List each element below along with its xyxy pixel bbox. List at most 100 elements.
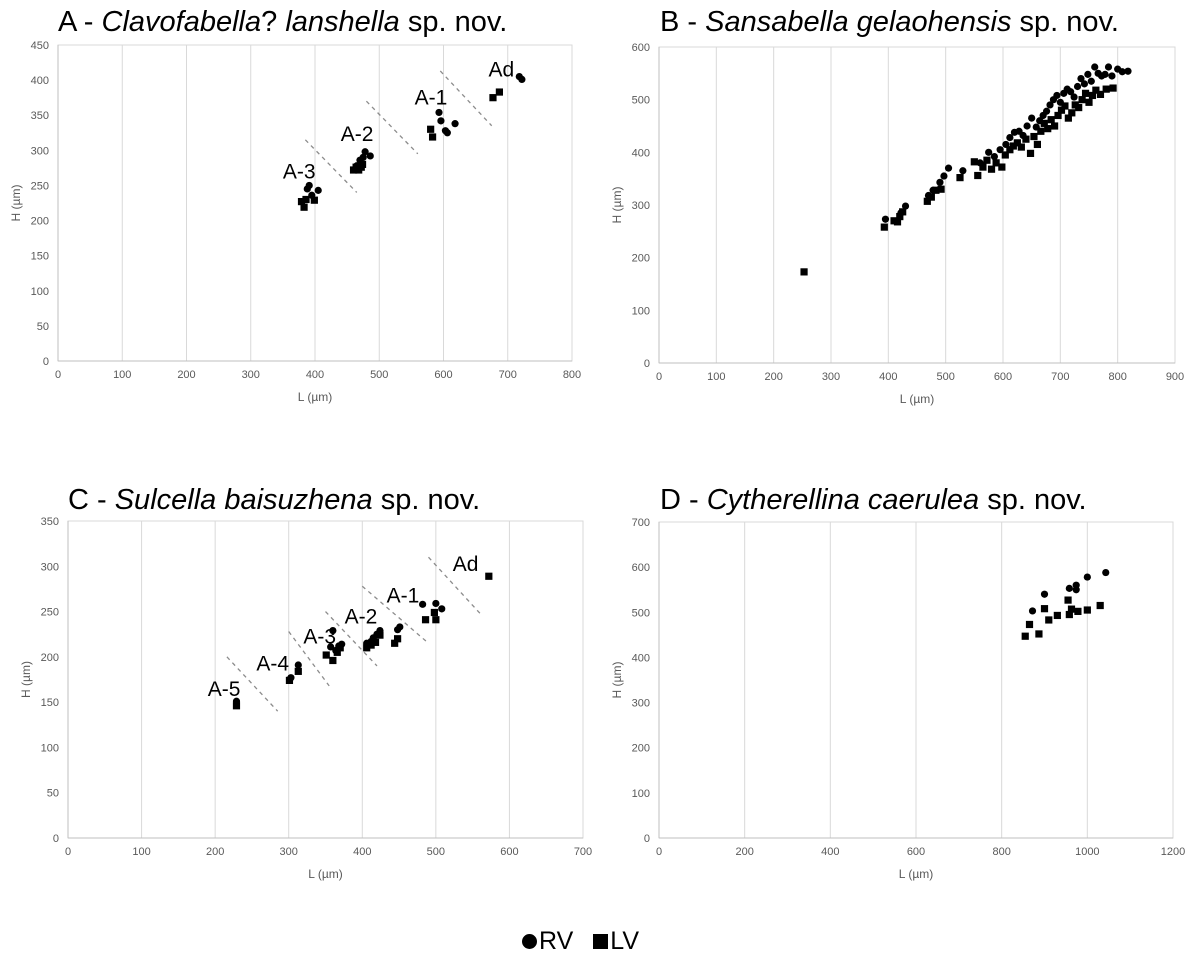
data-point-rv xyxy=(359,153,367,161)
data-point-rv xyxy=(432,599,440,608)
data-point-lv xyxy=(998,163,1006,171)
y-tick-label: 400 xyxy=(31,75,49,87)
y-tick-label: 0 xyxy=(644,358,650,370)
data-point-rv xyxy=(435,108,443,117)
data-point-lv xyxy=(1064,596,1072,604)
y-axis-title: H (µm) xyxy=(9,185,23,222)
data-point-lv xyxy=(329,656,337,665)
y-tick-label: 400 xyxy=(632,652,650,664)
y-tick-label: 100 xyxy=(41,742,59,754)
data-point-lv xyxy=(1075,103,1083,112)
data-point-lv xyxy=(1006,146,1014,154)
data-point-rv xyxy=(1028,114,1036,122)
data-point-lv xyxy=(232,702,241,710)
x-axis-title: L (µm) xyxy=(308,867,342,881)
data-point-lv xyxy=(1068,109,1076,117)
data-point-lv xyxy=(376,631,384,639)
data-point-lv xyxy=(979,163,987,171)
data-point-lv xyxy=(1074,607,1082,615)
data-point-lv xyxy=(1047,116,1055,124)
data-point-rv xyxy=(1087,77,1095,85)
data-point-lv xyxy=(1009,142,1017,150)
x-tick-label: 0 xyxy=(55,369,61,381)
y-tick-label: 350 xyxy=(41,516,59,528)
panel-c: 0 100 200 300 400 500 600 700 0 50 100 150 200 250 300… xyxy=(19,516,592,881)
data-point-lv xyxy=(1045,616,1053,624)
x-tick-label: 1200 xyxy=(1161,846,1185,858)
series-rv xyxy=(303,73,526,199)
data-point-rv xyxy=(959,167,967,175)
x-tick-label: 300 xyxy=(822,371,840,383)
y-axis-title: H (µm) xyxy=(610,662,624,699)
data-point-rv xyxy=(1118,68,1126,76)
x-tick-label: 800 xyxy=(1108,371,1126,383)
data-point-lv xyxy=(1054,111,1062,120)
data-point-lv xyxy=(1078,96,1086,104)
x-tick-label: 700 xyxy=(574,846,592,858)
x-axis-title: L (µm) xyxy=(899,867,933,881)
x-tick-label: 200 xyxy=(206,846,224,858)
panel-a: 0 100 200 300 400 500 600 700 800 0 50 100 150 200 250… xyxy=(9,40,581,404)
x-tick-label: 300 xyxy=(242,369,260,381)
stage-label: A-1 xyxy=(415,87,448,110)
data-point-lv xyxy=(495,88,503,96)
data-point-lv xyxy=(310,196,318,204)
data-point-lv xyxy=(489,94,497,102)
data-point-lv xyxy=(1096,90,1105,98)
stage-label: A-3 xyxy=(283,160,316,183)
data-point-lv xyxy=(300,203,308,211)
data-point-lv xyxy=(899,208,907,216)
y-tick-label: 300 xyxy=(41,561,59,573)
y-tick-label: 0 xyxy=(43,356,49,368)
data-point-lv xyxy=(992,159,1000,167)
y-tick-label: 200 xyxy=(632,253,650,265)
y-tick-label: 200 xyxy=(632,743,650,755)
x-tick-label: 700 xyxy=(499,369,517,381)
x-tick-label: 600 xyxy=(500,846,518,858)
panel-b: 0 100 200 300 400 500 600 700 800 900 0 100 200 300 40… xyxy=(610,42,1184,406)
y-tick-label: 500 xyxy=(632,95,650,107)
data-point-rv xyxy=(305,181,313,190)
legend-lv-marker xyxy=(593,933,609,949)
stage-divider xyxy=(288,631,330,687)
data-point-lv xyxy=(983,156,991,164)
data-point-lv xyxy=(1102,85,1110,93)
data-point-rv xyxy=(1084,70,1092,78)
data-point-rv xyxy=(396,623,404,631)
legend-lv-label: LV xyxy=(610,926,640,955)
data-point-rv xyxy=(438,605,446,613)
data-point-lv xyxy=(974,171,982,180)
series-lv xyxy=(800,84,1117,276)
data-point-lv xyxy=(1030,132,1038,141)
x-tick-label: 100 xyxy=(132,846,150,858)
data-point-rv xyxy=(1102,568,1110,577)
y-tick-label: 500 xyxy=(632,607,650,619)
data-point-rv xyxy=(990,152,999,161)
data-point-lv xyxy=(285,676,294,685)
y-tick-label: 0 xyxy=(53,833,59,845)
data-point-lv xyxy=(800,268,808,276)
plot-area-c xyxy=(67,520,584,839)
data-point-rv xyxy=(361,148,369,156)
x-tick-label: 400 xyxy=(306,369,324,381)
data-point-lv xyxy=(927,193,935,201)
y-tick-label: 700 xyxy=(632,517,650,529)
data-point-lv xyxy=(297,197,306,206)
data-point-lv xyxy=(427,125,435,133)
x-tick-label: 400 xyxy=(821,846,839,858)
data-point-rv xyxy=(437,117,445,125)
data-point-lv xyxy=(302,195,310,204)
data-point-lv xyxy=(1061,102,1069,110)
data-point-rv xyxy=(443,129,451,137)
x-axis-title: L (µm) xyxy=(900,392,934,406)
y-axis-title: H (µm) xyxy=(19,661,33,698)
data-point-rv xyxy=(1067,88,1075,96)
data-point-lv xyxy=(322,651,330,659)
x-tick-label: 100 xyxy=(707,371,725,383)
y-tick-label: 250 xyxy=(41,607,59,619)
panel-d: 0 200 400 600 800 1000 1200 0 100 200 300 400 500 600… xyxy=(610,517,1185,881)
y-tick-label: 50 xyxy=(37,321,49,333)
data-point-lv xyxy=(923,197,931,205)
data-point-lv xyxy=(956,174,964,182)
